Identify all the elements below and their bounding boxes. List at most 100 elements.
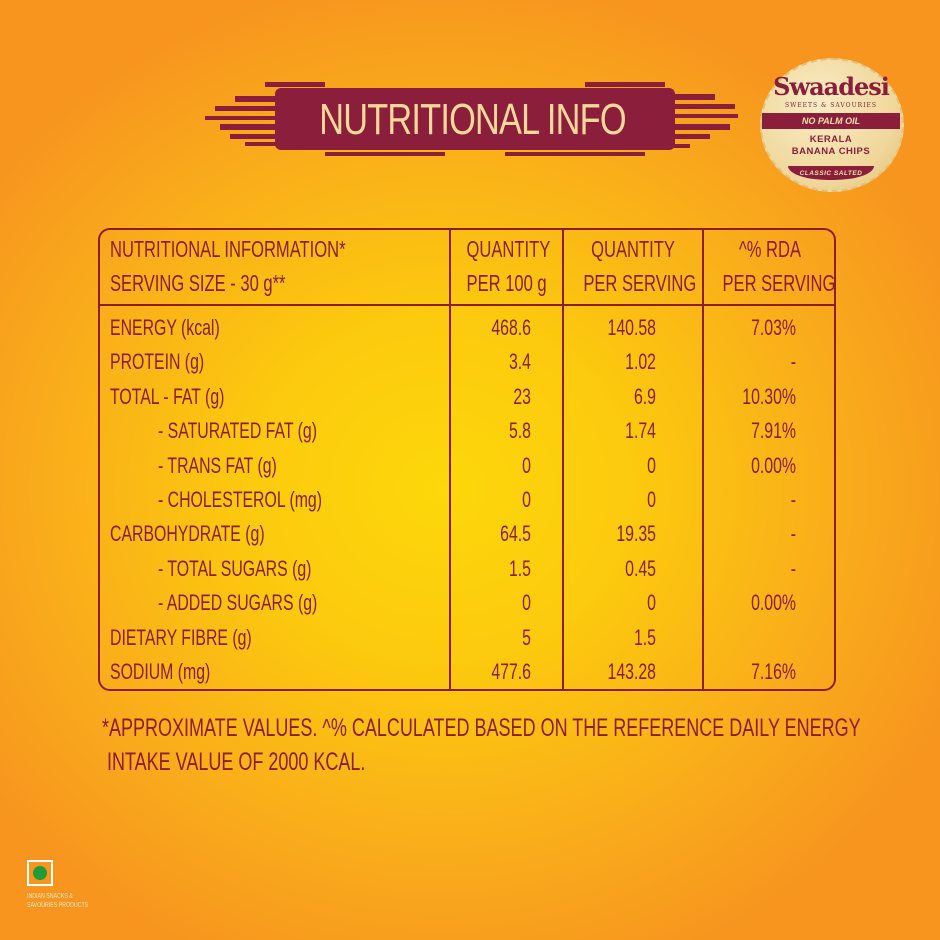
value-per-100g: 64.5: [451, 516, 531, 551]
value-per-100g: 1.5: [451, 551, 531, 586]
value-per-100g: 23: [451, 379, 531, 414]
header-divider: [100, 304, 834, 306]
header-line: PER SERVING: [722, 270, 836, 296]
brush-stroke-icon: [205, 82, 738, 156]
header-line: SERVING SIZE - 30 g**: [110, 270, 286, 296]
value-rda: 0.00%: [704, 585, 796, 620]
value-per-serving: 0: [564, 448, 656, 483]
value-text: 0: [647, 590, 656, 616]
value-text: 0.00%: [751, 452, 796, 478]
value-per-serving: 143.28: [564, 654, 656, 689]
value-per-serving: 0: [564, 585, 656, 620]
value-rda: 7.91%: [704, 413, 796, 448]
no-palm-oil-strip: NO PALM OIL: [762, 113, 900, 129]
value-per-serving: 1.5: [564, 620, 656, 655]
value-text: -: [790, 487, 796, 512]
header-line: NUTRITIONAL INFORMATION*: [110, 236, 346, 262]
brand-badge: Swaadesi SWEETS & SAVOURIES NO PALM OIL …: [760, 58, 904, 192]
value-text: 0.00%: [751, 590, 796, 616]
value-text: 7.16%: [751, 659, 796, 684]
nutrient-label: - CHOLESTEROL (mg): [158, 487, 323, 512]
value-per-100g: 468.6: [451, 310, 531, 345]
value-per-serving: 0: [564, 482, 656, 517]
value-text: 140.58: [607, 315, 656, 340]
vegetarian-mark-icon: [27, 860, 53, 886]
value-text: 10.30%: [742, 383, 796, 409]
value-text: 1.5: [633, 624, 656, 650]
nutrient-label: - TRANS FAT (g): [158, 452, 277, 478]
header-line: ^% RDA: [738, 236, 802, 262]
value-per-serving: 6.9: [564, 379, 656, 414]
product-name-line1: KERALA: [809, 134, 853, 145]
value-per-100g: 3.4: [451, 344, 531, 379]
value-text: 5.8: [508, 418, 531, 444]
value-text: 6.9: [633, 383, 656, 409]
value-text: 5: [522, 624, 531, 650]
column-divider: [449, 230, 451, 689]
value-rda: 0.00%: [704, 448, 796, 483]
value-text: 0: [522, 590, 531, 616]
product-name-line2: BANANA CHIPS: [791, 146, 871, 157]
value-text: 7.91%: [751, 418, 796, 444]
nutrition-table: NUTRITIONAL INFORMATION* SERVING SIZE - …: [98, 228, 836, 691]
value-rda: -: [704, 344, 796, 379]
value-text: 468.6: [491, 315, 531, 340]
value-per-serving: 0.45: [564, 551, 656, 586]
value-rda: -: [704, 551, 796, 586]
title-banner: NUTRITIONAL INFO: [205, 78, 740, 162]
nutrient-label: CARBOHYDRATE (g): [110, 521, 265, 547]
value-rda: -: [704, 482, 796, 517]
value-text: 3.4: [508, 349, 531, 375]
footnote: *APPROXIMATE VALUES. ^% CALCULATED BASED…: [102, 711, 861, 779]
veg-mark-label: INDIAN SNACKS & SAVOURIES PRODUCTS: [27, 892, 88, 910]
value-text: 477.6: [491, 659, 531, 684]
value-text: 23: [513, 383, 531, 409]
value-per-serving: 19.35: [564, 516, 656, 551]
value-text: 0: [647, 452, 656, 478]
value-text: 1.02: [625, 349, 656, 375]
value-rda: -: [704, 516, 796, 551]
nutrient-label: - TOTAL SUGARS (g): [158, 555, 312, 581]
nutrient-label: - SATURATED FAT (g): [158, 418, 317, 444]
value-text: 0.45: [625, 555, 656, 581]
value-per-100g: 0: [451, 585, 531, 620]
brand-logo: Swaadesi: [773, 72, 890, 101]
green-dot-icon: [33, 866, 47, 880]
value-text: 7.03%: [751, 315, 796, 340]
nutrient-label: ENERGY (kcal): [110, 315, 220, 340]
value-text: -: [790, 521, 796, 547]
header-rda: ^% RDA PER SERVING: [704, 232, 836, 300]
header-nutritional-info: NUTRITIONAL INFORMATION* SERVING SIZE - …: [110, 232, 346, 300]
value-per-100g: 0: [451, 482, 531, 517]
nutrient-label: - ADDED SUGARS (g): [158, 590, 318, 616]
page-title: NUTRITIONAL INFO: [319, 95, 626, 144]
header-per-serving: QUANTITY PER SERVING: [564, 232, 702, 300]
value-per-serving: 1.74: [564, 413, 656, 448]
footnote-line1: *APPROXIMATE VALUES. ^% CALCULATED BASED…: [102, 714, 861, 742]
veg-label-line2: SAVOURIES PRODUCTS: [27, 902, 89, 909]
value-rda: 7.03%: [704, 310, 796, 345]
nutrient-label: DIETARY FIBRE (g): [110, 624, 252, 650]
value-text: 1.5: [508, 555, 531, 581]
value-text: 19.35: [616, 521, 656, 547]
nutrient-label: PROTEIN (g): [110, 349, 205, 375]
header-line: PER 100 g: [466, 270, 547, 296]
value-text: 64.5: [500, 521, 531, 547]
product-name: KERALA BANANA CHIPS: [760, 134, 902, 158]
value-text: -: [790, 555, 796, 581]
value-text: 0: [522, 452, 531, 478]
nutrient-label: SODIUM (mg): [110, 659, 211, 684]
value-text: 1.74: [625, 418, 656, 444]
header-line: PER SERVING: [583, 270, 697, 296]
value-per-100g: 0: [451, 448, 531, 483]
value-per-serving: 140.58: [564, 310, 656, 345]
column-divider: [562, 230, 564, 689]
column-divider: [702, 230, 704, 689]
veg-label-line1: INDIAN SNACKS &: [27, 893, 73, 900]
brand-tagline: SWEETS & SAVOURIES: [784, 102, 878, 109]
header-line: QUANTITY: [466, 236, 551, 262]
value-rda: 7.16%: [704, 654, 796, 689]
nutrient-label: TOTAL - FAT (g): [110, 383, 225, 409]
footnote-line2: INTAKE VALUE OF 2000 KCAL.: [102, 748, 366, 776]
value-text: 0: [522, 487, 531, 512]
